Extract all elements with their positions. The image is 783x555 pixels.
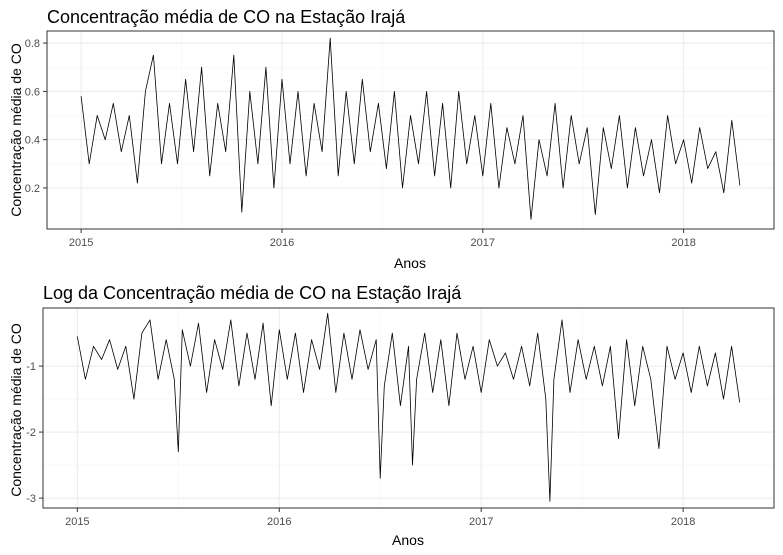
chart-bottom-x-axis-title: Anos (392, 532, 424, 548)
chart-top-y-tick-label: 0.2 (25, 183, 40, 195)
chart-bottom-y-tick-label: -2 (26, 427, 36, 439)
chart-bottom: Log da Concentração média de CO na Estaç… (8, 283, 775, 548)
chart-bottom-y-tick-label: -3 (26, 493, 36, 505)
chart-bottom-x-axis: 2015 2016 2017 2018 (65, 508, 695, 528)
chart-top-x-tick-label: 2017 (471, 237, 495, 249)
chart-top-x-tick-label: 2018 (671, 237, 695, 249)
chart-top-panel (46, 30, 775, 230)
chart-top-series-line (80, 37, 741, 220)
chart-bottom-x-tick-label: 2017 (469, 516, 493, 528)
chart-top-title: Concentração média de CO na Estação Iraj… (47, 7, 406, 27)
chart-bottom-series (76, 312, 741, 502)
chart-top-y-tick-label: 0.8 (25, 38, 40, 50)
chart-top: Concentração média de CO na Estação Iraj… (8, 7, 775, 271)
chart-top-series (80, 37, 741, 220)
chart-top-y-axis-title: Concentração média de CO (8, 43, 24, 217)
chart-top-x-tick-label: 2015 (69, 237, 93, 249)
chart-bottom-series-line (76, 312, 741, 502)
chart-bottom-grid (43, 308, 774, 508)
chart-bottom-x-tick-label: 2018 (671, 516, 695, 528)
chart-bottom-y-tick-label: -1 (26, 361, 36, 373)
chart-top-y-tick-label: 0.4 (25, 135, 40, 147)
chart-bottom-x-tick-label: 2015 (65, 516, 89, 528)
chart-top-y-tick-label: 0.6 (25, 86, 40, 98)
chart-top-x-axis: 2015 2016 2017 2018 (69, 229, 696, 249)
chart-bottom-title: Log da Concentração média de CO na Estaç… (43, 283, 462, 303)
chart-bottom-x-tick-label: 2016 (267, 516, 291, 528)
chart-bottom-y-axis-title: Concentração média de CO (8, 323, 24, 497)
chart-bottom-panel (42, 307, 775, 509)
chart-bottom-y-axis: -3 -2 -1 (26, 361, 43, 505)
chart-top-x-axis-title: Anos (394, 255, 426, 271)
chart-top-x-tick-label: 2016 (270, 237, 294, 249)
chart-top-grid (47, 31, 774, 229)
chart-top-y-axis: 0.2 0.4 0.6 0.8 (25, 38, 47, 195)
